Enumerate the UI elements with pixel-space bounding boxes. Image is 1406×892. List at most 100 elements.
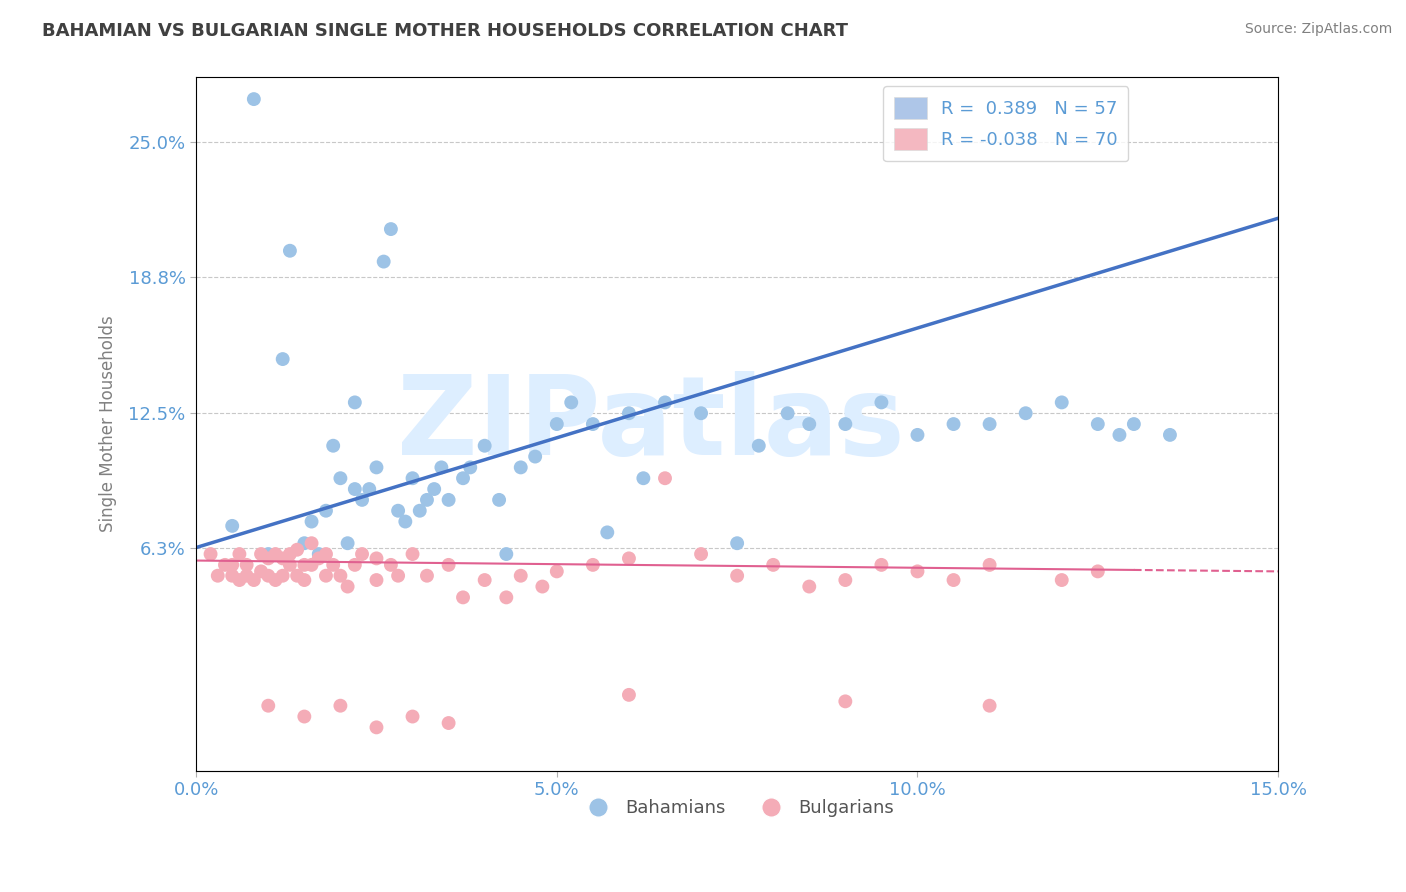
Text: ZIPatlas: ZIPatlas <box>396 370 904 477</box>
Point <box>401 547 423 561</box>
Text: BAHAMIAN VS BULGARIAN SINGLE MOTHER HOUSEHOLDS CORRELATION CHART: BAHAMIAN VS BULGARIAN SINGLE MOTHER HOUS… <box>42 22 848 40</box>
Point <box>531 580 554 594</box>
Point <box>315 504 337 518</box>
Point <box>509 568 531 582</box>
Point <box>423 482 446 496</box>
Point <box>380 222 402 236</box>
Point <box>725 568 748 582</box>
Point <box>596 525 619 540</box>
Point <box>350 547 373 561</box>
Point <box>1108 428 1130 442</box>
Point <box>278 558 301 572</box>
Point <box>633 471 655 485</box>
Point <box>509 460 531 475</box>
Point <box>315 547 337 561</box>
Point <box>524 450 547 464</box>
Point <box>1050 573 1073 587</box>
Point <box>401 471 423 485</box>
Point <box>271 568 294 582</box>
Point <box>285 542 308 557</box>
Point <box>366 720 388 734</box>
Point <box>285 568 308 582</box>
Point <box>380 558 402 572</box>
Point <box>207 568 229 582</box>
Point <box>343 482 366 496</box>
Point <box>373 254 395 268</box>
Point <box>495 547 517 561</box>
Point <box>214 558 236 572</box>
Point <box>654 395 676 409</box>
Point <box>870 395 893 409</box>
Point <box>250 547 273 561</box>
Point <box>200 547 222 561</box>
Point <box>979 417 1001 431</box>
Point <box>451 591 474 605</box>
Point <box>437 558 460 572</box>
Point <box>617 406 640 420</box>
Point <box>250 565 273 579</box>
Point <box>387 568 409 582</box>
Point <box>343 395 366 409</box>
Point <box>690 406 713 420</box>
Point <box>1159 428 1181 442</box>
Point <box>1122 417 1144 431</box>
Point <box>560 395 582 409</box>
Point <box>221 519 243 533</box>
Point <box>359 482 381 496</box>
Point <box>654 471 676 485</box>
Point <box>690 547 713 561</box>
Point <box>748 439 770 453</box>
Point <box>278 244 301 258</box>
Point <box>271 551 294 566</box>
Point <box>257 551 280 566</box>
Point <box>228 573 250 587</box>
Point <box>1050 395 1073 409</box>
Point <box>322 558 344 572</box>
Point <box>776 406 799 420</box>
Point <box>301 536 323 550</box>
Point <box>243 92 266 106</box>
Point <box>401 709 423 723</box>
Point <box>582 558 605 572</box>
Point <box>870 558 893 572</box>
Point <box>762 558 785 572</box>
Point <box>271 352 294 367</box>
Point <box>488 492 510 507</box>
Point <box>834 573 856 587</box>
Text: Source: ZipAtlas.com: Source: ZipAtlas.com <box>1244 22 1392 37</box>
Point <box>617 551 640 566</box>
Point <box>322 439 344 453</box>
Point <box>301 558 323 572</box>
Point <box>907 565 929 579</box>
Y-axis label: Single Mother Households: Single Mother Households <box>100 316 117 533</box>
Point <box>235 568 257 582</box>
Point <box>387 504 409 518</box>
Point <box>278 547 301 561</box>
Point <box>1087 417 1109 431</box>
Point <box>221 558 243 572</box>
Point <box>416 568 439 582</box>
Point <box>350 492 373 507</box>
Point <box>725 536 748 550</box>
Point <box>437 716 460 731</box>
Point <box>329 698 352 713</box>
Point <box>834 694 856 708</box>
Point <box>308 551 330 566</box>
Point <box>799 580 821 594</box>
Point <box>329 568 352 582</box>
Point <box>416 492 439 507</box>
Point <box>617 688 640 702</box>
Point <box>257 547 280 561</box>
Point <box>257 698 280 713</box>
Point <box>292 709 315 723</box>
Point <box>221 568 243 582</box>
Point <box>343 558 366 572</box>
Point <box>907 428 929 442</box>
Point <box>264 573 287 587</box>
Point <box>409 504 432 518</box>
Point <box>474 439 496 453</box>
Point <box>942 573 965 587</box>
Point <box>1087 565 1109 579</box>
Point <box>394 515 416 529</box>
Point <box>834 417 856 431</box>
